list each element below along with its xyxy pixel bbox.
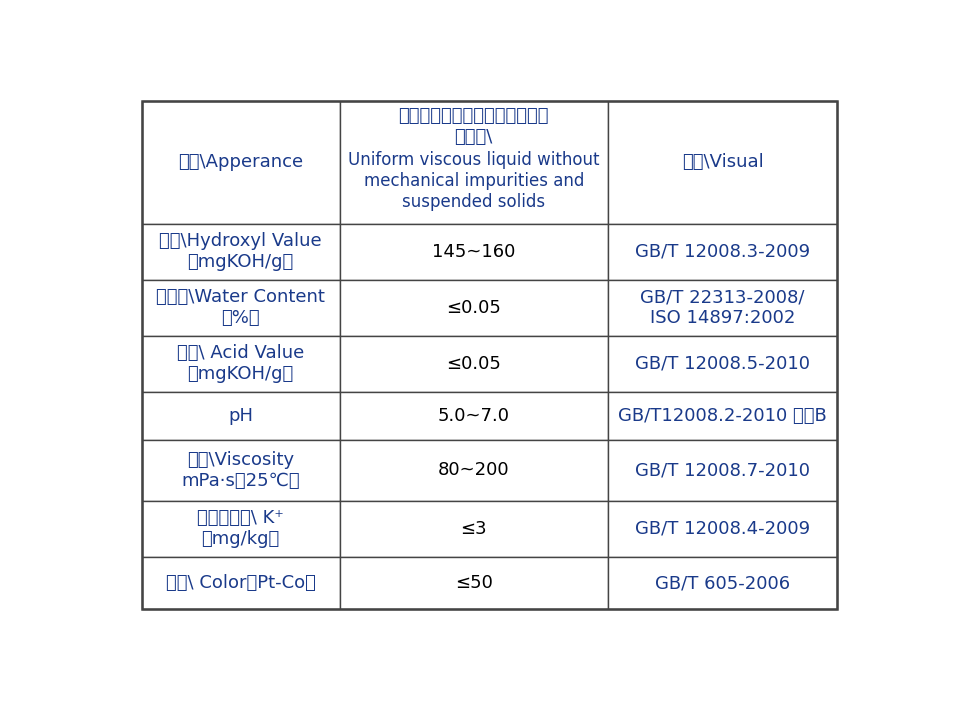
Text: 钾离子含量\ K⁺
（mg/kg）: 钾离子含量\ K⁺ （mg/kg） xyxy=(198,510,284,548)
Bar xyxy=(141,224,340,280)
Text: 外观\Apperance: 外观\Apperance xyxy=(179,153,304,172)
Bar xyxy=(340,280,607,336)
Text: 80~200: 80~200 xyxy=(438,461,510,479)
Text: ≤0.05: ≤0.05 xyxy=(446,355,501,373)
Text: 145~160: 145~160 xyxy=(432,243,516,261)
Text: GB/T 12008.3-2009: GB/T 12008.3-2009 xyxy=(635,243,810,261)
Bar xyxy=(607,440,838,501)
Bar xyxy=(141,557,340,610)
Bar xyxy=(141,280,340,336)
Text: 水含量\Water Content
（%）: 水含量\Water Content （%） xyxy=(157,288,325,327)
Text: Uniform viscous liquid without
mechanical impurities and
suspended solids: Uniform viscous liquid without mechanica… xyxy=(348,151,600,210)
Bar xyxy=(607,501,838,557)
Text: 目测\Visual: 目测\Visual xyxy=(682,153,763,172)
Text: ≤0.05: ≤0.05 xyxy=(446,299,501,317)
Text: GB/T 12008.5-2010: GB/T 12008.5-2010 xyxy=(635,355,810,373)
Bar xyxy=(340,224,607,280)
Bar xyxy=(340,557,607,610)
Bar xyxy=(340,336,607,392)
Bar xyxy=(607,224,838,280)
Bar xyxy=(141,501,340,557)
Text: ≤50: ≤50 xyxy=(455,574,493,592)
Text: 黏度\Viscosity
mPa·s（25℃）: 黏度\Viscosity mPa·s（25℃） xyxy=(181,451,300,490)
Text: 色度\ Color（Pt-Co）: 色度\ Color（Pt-Co） xyxy=(166,574,316,592)
Bar xyxy=(340,101,607,224)
Bar xyxy=(340,440,607,501)
Text: GB/T 12008.7-2010: GB/T 12008.7-2010 xyxy=(635,461,810,479)
Text: ≤3: ≤3 xyxy=(460,520,487,538)
Text: 羟值\Hydroxyl Value
（mgKOH/g）: 羟值\Hydroxyl Value （mgKOH/g） xyxy=(159,233,322,271)
Bar xyxy=(607,101,838,224)
Bar xyxy=(141,440,340,501)
Bar xyxy=(607,336,838,392)
Bar xyxy=(340,501,607,557)
Bar xyxy=(607,280,838,336)
Text: 酸值\ Acid Value
（mgKOH/g）: 酸值\ Acid Value （mgKOH/g） xyxy=(177,344,305,383)
Text: 5.0~7.0: 5.0~7.0 xyxy=(437,407,510,425)
Text: GB/T 605-2006: GB/T 605-2006 xyxy=(655,574,790,592)
Bar xyxy=(141,336,340,392)
Bar xyxy=(607,392,838,440)
Bar xyxy=(141,101,340,224)
Text: pH: pH xyxy=(228,407,253,425)
Text: GB/T 22313-2008/
ISO 14897:2002: GB/T 22313-2008/ ISO 14897:2002 xyxy=(640,288,805,327)
Text: GB/T12008.2-2010 附录B: GB/T12008.2-2010 附录B xyxy=(618,407,827,425)
Bar xyxy=(607,557,838,610)
Bar xyxy=(340,392,607,440)
Bar xyxy=(141,392,340,440)
Text: 无悬浮物，无机械杂质的均匀黏
稠液体\: 无悬浮物，无机械杂质的均匀黏 稠液体\ xyxy=(398,107,549,146)
Text: GB/T 12008.4-2009: GB/T 12008.4-2009 xyxy=(635,520,810,538)
